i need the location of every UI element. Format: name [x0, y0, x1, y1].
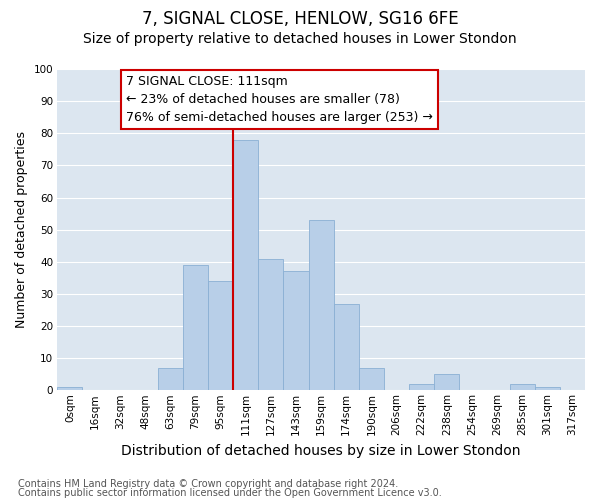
Text: Contains public sector information licensed under the Open Government Licence v3: Contains public sector information licen… [18, 488, 442, 498]
Text: 7 SIGNAL CLOSE: 111sqm
← 23% of detached houses are smaller (78)
76% of semi-det: 7 SIGNAL CLOSE: 111sqm ← 23% of detached… [126, 76, 433, 124]
Text: Contains HM Land Registry data © Crown copyright and database right 2024.: Contains HM Land Registry data © Crown c… [18, 479, 398, 489]
Text: Size of property relative to detached houses in Lower Stondon: Size of property relative to detached ho… [83, 32, 517, 46]
Bar [334, 304, 359, 390]
Bar [58, 387, 82, 390]
Bar [434, 374, 460, 390]
Y-axis label: Number of detached properties: Number of detached properties [15, 131, 28, 328]
Bar [409, 384, 434, 390]
Bar [283, 272, 308, 390]
Bar [359, 368, 384, 390]
Bar [158, 368, 183, 390]
Bar [535, 387, 560, 390]
Bar [233, 140, 259, 390]
Bar [183, 265, 208, 390]
Bar [509, 384, 535, 390]
Text: 7, SIGNAL CLOSE, HENLOW, SG16 6FE: 7, SIGNAL CLOSE, HENLOW, SG16 6FE [142, 10, 458, 28]
X-axis label: Distribution of detached houses by size in Lower Stondon: Distribution of detached houses by size … [121, 444, 521, 458]
Bar [259, 258, 283, 390]
Bar [308, 220, 334, 390]
Bar [208, 281, 233, 390]
